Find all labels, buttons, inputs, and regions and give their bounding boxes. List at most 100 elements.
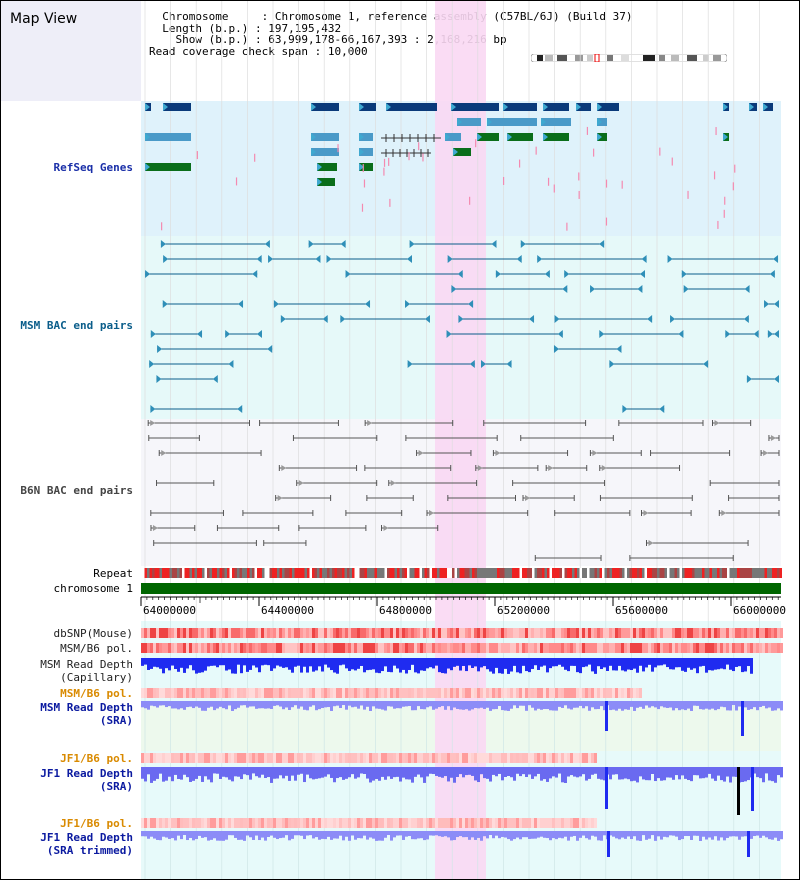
msm-cap-depth-bar <box>288 658 291 670</box>
jf1-b6-pol-cell <box>504 753 507 763</box>
dbsnp-cell <box>486 628 489 638</box>
msm-cap-depth-bar <box>402 658 405 670</box>
msm-sra-depth-bar <box>198 701 201 708</box>
msm-b6-pol2-cell <box>411 688 414 698</box>
refseq-mark <box>723 209 725 218</box>
msm-b6-pol2-cell <box>615 688 618 698</box>
msm-sra-depth-bar <box>384 701 387 711</box>
bac-end <box>544 270 550 278</box>
jf1-trim-depth-bar <box>690 831 693 840</box>
dbsnp-cell <box>258 628 261 638</box>
jf1-trim-depth-bar <box>774 831 777 838</box>
dbsnp-cell <box>348 628 351 638</box>
msm-sra-depth-bar <box>186 701 189 708</box>
dbsnp-cell <box>645 628 648 638</box>
repeat-element <box>462 568 465 578</box>
jf1-trim-depth-bar <box>645 831 648 840</box>
refseq-gene <box>317 163 337 171</box>
jf1-b6-pol-cell <box>198 753 201 763</box>
jf1-b6-pol2-cell <box>336 818 339 828</box>
refseq-gene <box>503 103 537 111</box>
dbsnp-cell <box>525 628 528 638</box>
msm-b6-pol2-cell <box>567 688 570 698</box>
msm-b6-pol2-cell <box>384 688 387 698</box>
dbsnp-cell <box>654 628 657 638</box>
jf1-sra-depth-bar <box>534 767 537 777</box>
jf1-b6-pol2-cell <box>384 818 387 828</box>
msm-b6-pol-cell <box>372 643 375 653</box>
msm-b6-pol-cell <box>315 643 318 653</box>
msm-sra-depth-bar <box>150 701 153 706</box>
repeat-element <box>144 568 147 578</box>
refseq-mark <box>418 142 420 151</box>
dbsnp-cell <box>597 628 600 638</box>
jf1-b6-pol-cell <box>360 753 363 763</box>
msm-b6-pol-cell <box>171 643 174 653</box>
repeat-element <box>164 568 167 578</box>
jf1-b6-pol-cell <box>213 753 216 763</box>
jf1-trim-depth-bar <box>270 831 273 836</box>
repeat-element <box>464 568 467 578</box>
jf1-trim-depth-bar <box>474 831 477 840</box>
msm-sra-depth-bar <box>177 701 180 710</box>
jf1-trim-depth-bar <box>672 831 675 836</box>
repeat-element <box>667 568 670 578</box>
jf1-b6-pol2-cell <box>486 818 489 828</box>
msm-b6-pol-cell <box>570 643 573 653</box>
jf1-trim-depth-bar <box>507 831 510 840</box>
repeat-element <box>582 568 585 578</box>
gene-arrow <box>576 103 581 111</box>
bac-end <box>648 540 654 546</box>
msm-cap-depth-bar <box>726 658 729 665</box>
msm-cap-depth-bar <box>441 658 444 674</box>
msm-b6-pol-cell <box>648 643 651 653</box>
msm-b6-pol2-cell <box>480 688 483 698</box>
jf1-b6-pol2-cell <box>252 818 255 828</box>
msm-b6-pol-cell <box>507 643 510 653</box>
bac-end <box>601 465 607 471</box>
jf1-b6-pol-cell <box>429 753 432 763</box>
repeat-element <box>457 568 460 578</box>
repeat-element <box>737 568 740 578</box>
repeat-element <box>282 568 285 578</box>
msm-b6-pol2-cell <box>576 688 579 698</box>
jf1-trim-depth-bar <box>666 831 669 838</box>
jf1-b6-pol-cell <box>264 753 267 763</box>
repeat-element <box>569 568 572 578</box>
msm-sra-depth-bar <box>645 701 648 706</box>
msm-sra-depth-bar <box>429 701 432 707</box>
jf1-sra-depth-bar <box>162 767 165 782</box>
msm-b6-pol2-cell <box>639 688 642 698</box>
jf1-sra-depth-bar <box>675 767 678 776</box>
msm-cap-depth-bar <box>321 658 324 672</box>
jf1-sra-depth-bar <box>354 767 357 779</box>
msm-cap-depth-bar <box>498 658 501 674</box>
msm-sra-depth-bar <box>765 701 768 709</box>
repeat-element <box>187 568 190 578</box>
msm-b6-pol-cell <box>756 643 759 653</box>
msm-sra-depth-bar <box>243 701 246 706</box>
repeat-element <box>369 568 372 578</box>
jf1-sra-depth-bar <box>303 767 306 783</box>
jf1-trim-depth-bar <box>738 831 741 840</box>
msm-sra-depth-bar <box>729 701 732 711</box>
refseq-mark <box>732 182 734 191</box>
refseq-gene <box>543 103 569 111</box>
jf1-trim-depth-bar <box>483 831 486 837</box>
jf1-sra-depth-bar <box>660 767 663 781</box>
msm-cap-depth-bar <box>252 658 255 666</box>
jf1-b6-pol-cell <box>594 753 597 763</box>
jf1-b6-pol2-cell <box>342 818 345 828</box>
dbsnp-cell <box>693 628 696 638</box>
jf1-b6-pol-cell <box>525 753 528 763</box>
msm-b6-pol2-cell <box>537 688 540 698</box>
msm-sra-depth-bar <box>702 701 705 710</box>
jf1-sra-depth-bar <box>288 767 291 781</box>
msm-b6-pol-cell <box>726 643 729 653</box>
repeat-element <box>179 568 182 578</box>
msm-b6-pol2-cell <box>186 688 189 698</box>
bac-end <box>145 270 151 278</box>
dbsnp-cell <box>267 628 270 638</box>
